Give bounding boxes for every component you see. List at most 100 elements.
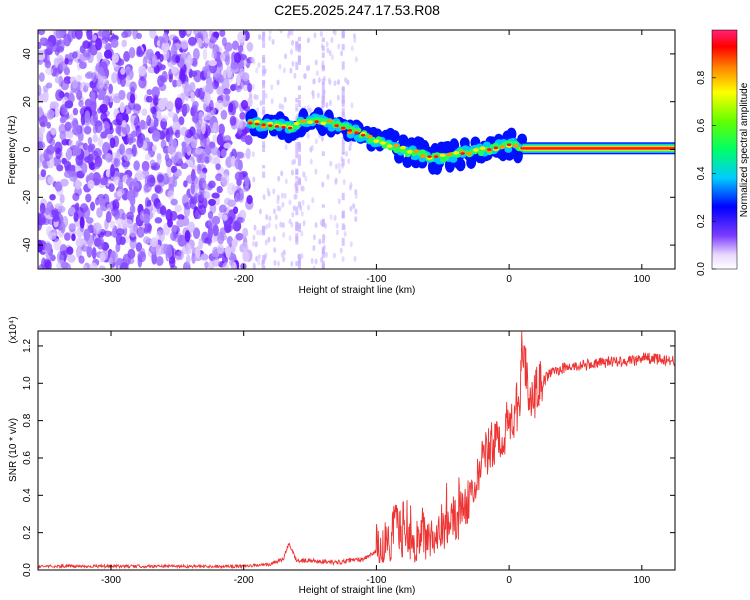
noise-faint: [272, 208, 276, 215]
noise-blob: [46, 144, 55, 155]
noise-streak: [295, 108, 299, 112]
noise-blob: [136, 49, 144, 58]
noise-blob: [133, 160, 140, 171]
noise-blob: [59, 244, 68, 256]
noise-blob: [196, 163, 202, 175]
noise-streak: [295, 171, 299, 176]
noise-blob: [198, 237, 204, 250]
noise-streak: [321, 110, 325, 118]
x-tick-label: -200: [234, 575, 254, 586]
noise-blob: [222, 88, 231, 95]
noise-blob: [119, 143, 126, 155]
x-tick-label: 0: [506, 274, 512, 285]
noise-faint: [289, 48, 293, 55]
noise-streak: [341, 211, 345, 219]
noise-faint: [284, 144, 288, 151]
noise-blob: [67, 254, 76, 263]
ridge-core: [399, 145, 406, 150]
noise-faint: [315, 70, 319, 77]
noise-blob: [39, 202, 46, 215]
noise-streak: [295, 233, 299, 242]
noise-faint: [326, 173, 330, 180]
noise-faint: [316, 92, 320, 99]
noise-blob: [40, 169, 47, 178]
noise-faint: [259, 100, 263, 107]
noise-faint: [328, 79, 332, 86]
noise-streak: [341, 86, 345, 93]
noise-blob: [154, 217, 163, 224]
noise-faint: [279, 30, 283, 34]
noise-streak: [341, 192, 345, 201]
noise-blob: [228, 259, 235, 267]
noise-blob: [155, 255, 164, 267]
noise-blob: [39, 126, 46, 134]
noise-blob: [162, 32, 169, 44]
noise-faint: [291, 211, 295, 218]
noise-faint: [272, 188, 276, 195]
ridge-outer: [506, 127, 517, 141]
noise-blob: [156, 153, 162, 166]
noise-streak: [297, 201, 301, 208]
noise-blob: [84, 72, 93, 80]
noise-streak: [297, 36, 301, 42]
snr-xlabel: Height of straight line (km): [299, 585, 416, 596]
noise-blob: [170, 43, 178, 57]
noise-blob: [186, 30, 191, 35]
noise-blob: [166, 165, 172, 178]
noise-blob: [241, 72, 250, 82]
noise-blob: [242, 84, 249, 92]
noise-blob: [212, 257, 220, 267]
noise-faint: [349, 205, 353, 212]
noise-blob: [50, 128, 56, 136]
ridge-peak: [274, 124, 280, 128]
noise-blob: [84, 110, 91, 124]
noise-faint: [251, 83, 255, 90]
noise-faint: [272, 235, 276, 242]
noise-faint: [276, 260, 280, 267]
noise-blob: [202, 182, 208, 190]
noise-faint: [319, 31, 323, 38]
noise-blob: [228, 102, 234, 113]
colorbar-tick-label: 0.2: [696, 214, 707, 228]
noise-blob: [61, 116, 67, 123]
ridge-core: [346, 130, 353, 135]
noise-blob: [142, 56, 148, 67]
noise-streak: [321, 102, 325, 108]
noise-streak: [262, 171, 266, 178]
noise-blob: [131, 144, 137, 157]
noise-blob: [73, 211, 79, 222]
noise-blob: [168, 74, 173, 83]
noise-faint: [311, 197, 315, 204]
noise-blob: [215, 163, 221, 171]
noise-faint: [317, 77, 321, 84]
noise-faint: [257, 253, 261, 260]
noise-blob: [143, 236, 151, 244]
noise-streak: [262, 254, 266, 264]
noise-blob: [205, 83, 214, 95]
noise-faint: [328, 99, 332, 106]
noise-faint: [349, 181, 353, 188]
noise-faint: [281, 222, 285, 229]
noise-blob: [219, 30, 226, 37]
noise-faint: [336, 79, 340, 86]
noise-blob: [60, 178, 69, 187]
snr-ylabel: SNR (10 * v/v): [8, 418, 19, 482]
noise-faint: [290, 260, 294, 267]
noise-blob: [83, 156, 93, 163]
noise-blob: [47, 176, 55, 185]
noise-faint: [282, 231, 286, 238]
noise-blob: [156, 173, 164, 183]
noise-blob: [115, 228, 125, 236]
noise-blob: [87, 144, 95, 153]
noise-blob: [127, 133, 134, 145]
noise-faint: [354, 208, 358, 215]
noise-faint: [289, 67, 293, 74]
noise-streak: [262, 42, 266, 48]
noise-blob: [69, 120, 78, 129]
noise-blob: [208, 39, 215, 49]
noise-blob: [135, 169, 143, 178]
ridge-peak: [314, 120, 319, 124]
ridge-core: [439, 153, 446, 158]
noise-blob: [72, 146, 82, 156]
noise-blob: [151, 130, 161, 142]
